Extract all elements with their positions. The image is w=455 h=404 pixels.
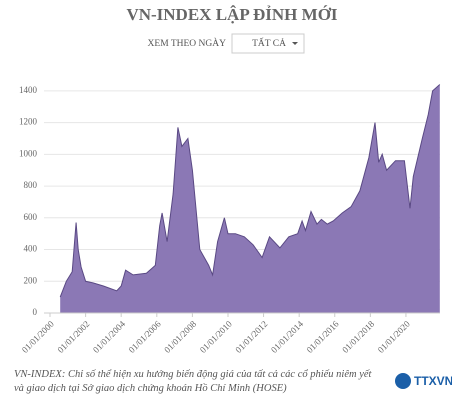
x-tick-label: 01/01/2012 xyxy=(233,319,269,355)
logo-text: TTXVN xyxy=(414,374,452,388)
x-tick-label: 01/01/2002 xyxy=(55,319,91,355)
dropdown[interactable] xyxy=(231,33,305,54)
x-tick-label: 01/01/2016 xyxy=(305,318,341,354)
y-tick-label: 1200 xyxy=(19,117,38,127)
y-tick-label: 0 xyxy=(33,307,38,317)
line xyxy=(59,84,441,298)
x-tick-label: 01/01/2018 xyxy=(340,318,376,354)
x-tick-label: 01/01/2008 xyxy=(162,318,198,354)
filter-label: XEM THEO NGÀY xyxy=(148,37,227,49)
x-tick-label: 01/01/2006 xyxy=(127,318,163,354)
area xyxy=(60,84,440,313)
y-tick-label: 200 xyxy=(24,275,38,285)
x-tick-label: 01/01/2020 xyxy=(376,318,412,354)
y-tick-label: 400 xyxy=(24,244,38,254)
dropdown-value[interactable]: TẤT CẢ xyxy=(252,36,286,49)
x-tick-label: 01/01/2010 xyxy=(198,318,234,354)
caption: VN-INDEX: Chỉ số thể hiện xu hướng biến … xyxy=(14,369,372,394)
x-tick-label: 01/01/2014 xyxy=(269,318,305,354)
y-tick-label: 800 xyxy=(24,180,38,190)
x-tick-label: 01/01/2004 xyxy=(91,318,127,354)
y-tick-label: 600 xyxy=(24,212,38,222)
y-tick-label: 1000 xyxy=(19,148,38,158)
dropdown-arrow[interactable] xyxy=(292,42,298,45)
logo-icon xyxy=(395,373,411,389)
chart-title: VN-INDEX LẬP ĐỈNH MỚI xyxy=(126,5,337,24)
x-tick-label: 01/01/2000 xyxy=(20,318,56,354)
y-tick-label: 1400 xyxy=(19,85,38,95)
logo: TTXVN xyxy=(395,373,452,389)
chart: VN-INDEX LẬP ĐỈNH MỚI XEM THEO NGÀY TẤT … xyxy=(19,5,441,355)
